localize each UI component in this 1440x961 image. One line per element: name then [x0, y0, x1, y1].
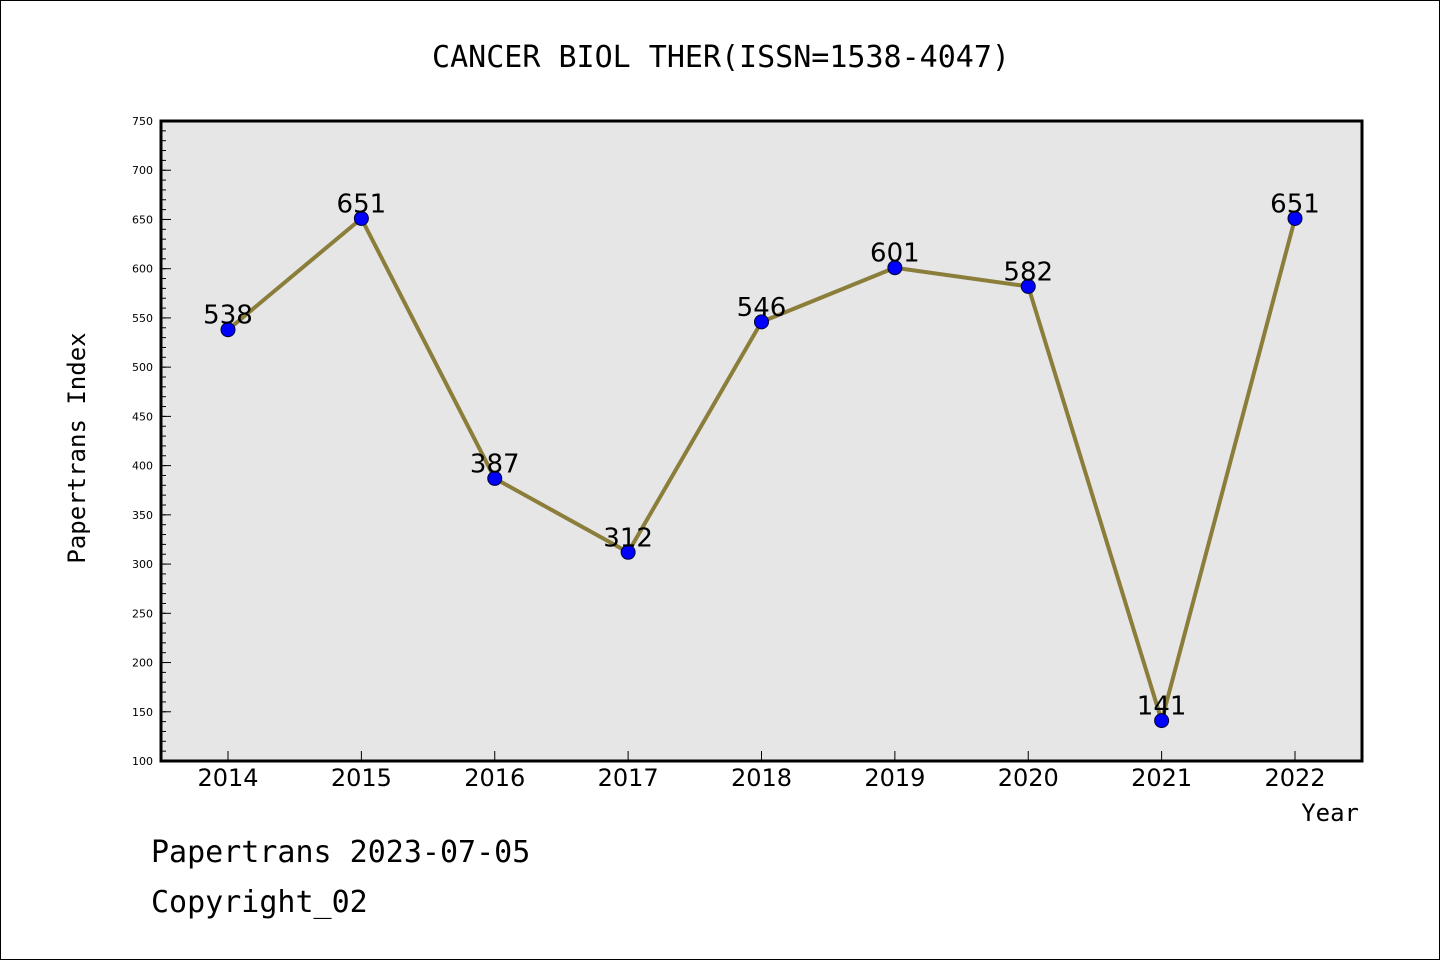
data-point — [1020, 278, 1036, 294]
series-papertrans-index: 538 651 387 312 546 601 582 141 651 — [203, 189, 1320, 729]
x-tick-label: 2015 — [331, 764, 392, 792]
y-tick-label: 350 — [132, 509, 153, 522]
data-point — [754, 314, 769, 330]
data-point — [1154, 713, 1170, 729]
data-label: 141 — [1137, 692, 1187, 722]
y-axis-ticks: 100 150 200 250 300 350 400 450 500 550 600 650 700 7… — [132, 115, 171, 768]
data-label: 546 — [737, 293, 787, 323]
y-tick-label: 550 — [132, 312, 153, 325]
x-tick-label: 2018 — [731, 764, 792, 792]
data-point — [487, 470, 503, 486]
y-tick-label: 400 — [132, 460, 153, 473]
x-tick-label: 2016 — [464, 764, 525, 792]
data-label: 582 — [1003, 257, 1053, 287]
x-axis-label: Year — [1301, 799, 1359, 827]
data-label: 387 — [470, 449, 520, 479]
data-label: 538 — [203, 301, 253, 331]
x-tick-label: 2022 — [1264, 764, 1325, 792]
y-tick-label: 300 — [132, 558, 153, 571]
data-label: 601 — [870, 239, 920, 269]
chart-title: CANCER BIOL THER(ISSN=1538-4047) — [432, 40, 1010, 75]
data-label: 651 — [337, 189, 387, 219]
x-axis-ticks: 2014 2015 2016 2017 2018 2019 2020 2021 2022 — [197, 751, 1326, 792]
x-tick-label: 2017 — [598, 764, 659, 792]
data-label: 651 — [1270, 189, 1320, 219]
data-point — [887, 260, 903, 276]
data-point — [220, 322, 236, 338]
x-tick-label: 2021 — [1131, 764, 1192, 792]
y-tick-label: 650 — [132, 213, 153, 226]
plot-area — [159, 119, 1364, 763]
data-point — [353, 210, 369, 226]
y-tick-label: 150 — [132, 706, 153, 719]
x-tick-label: 2014 — [197, 764, 258, 792]
y-tick-label: 450 — [132, 410, 153, 423]
y-tick-label: 250 — [132, 607, 153, 620]
y-tick-label: 700 — [132, 164, 153, 177]
y-tick-label: 100 — [132, 755, 153, 768]
data-point — [620, 544, 636, 560]
data-label: 312 — [603, 523, 653, 553]
footer-date: Papertrans 2023-07-05 — [151, 835, 531, 870]
x-tick-label: 2020 — [998, 764, 1059, 792]
y-tick-label: 750 — [132, 115, 153, 128]
data-point — [1287, 210, 1303, 226]
y-tick-label: 200 — [132, 657, 153, 670]
y-tick-label: 500 — [132, 361, 153, 374]
y-axis-label: Papertrans Index — [63, 332, 91, 563]
y-tick-label: 600 — [132, 263, 153, 276]
x-tick-label: 2019 — [864, 764, 925, 792]
footer-copyright: Copyright_02 — [151, 885, 368, 920]
